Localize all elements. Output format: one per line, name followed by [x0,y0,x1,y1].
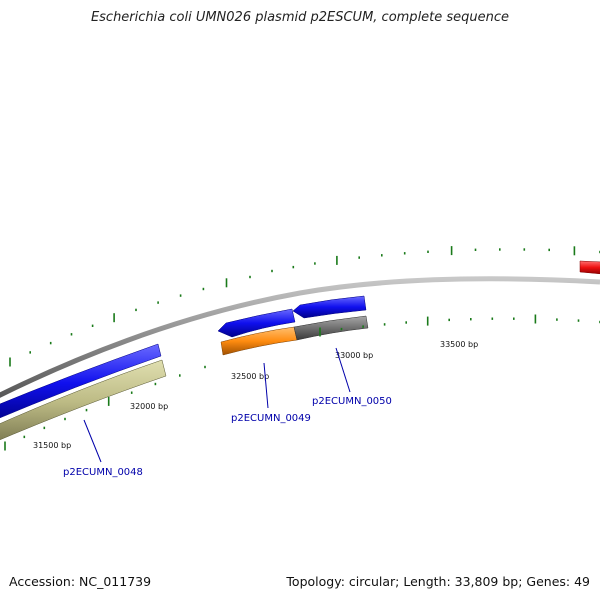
tick-label-32500: 32500 bp [231,372,269,381]
minor-tick [427,250,429,253]
minor-tick [556,318,558,321]
minor-tick [314,262,316,265]
major-tick [9,357,11,367]
inner-tick-ring [4,314,600,451]
minor-tick [513,317,515,320]
minor-tick [64,417,66,421]
minor-tick [405,321,407,324]
minor-tick [548,248,550,252]
major-tick [336,255,338,265]
minor-tick [470,318,472,321]
accession-text: Accession: NC_011739 [9,574,152,589]
minor-tick [362,325,364,328]
cds-arrow-0049-forward [217,308,296,338]
minor-tick [340,327,343,331]
leader-line-0049 [263,362,269,409]
leader-line-0050 [335,347,351,393]
minor-tick [91,324,94,327]
minor-tick [204,365,206,369]
minor-tick [135,308,137,312]
minor-tick [179,374,181,377]
leader-line-0048 [83,419,102,463]
tick-label-31500: 31500 bp [33,441,71,450]
map-title: Escherichia coli UMN026 plasmid p2ESCUM,… [90,10,510,25]
major-tick [4,441,6,451]
major-tick [450,246,453,256]
major-tick [225,278,228,288]
gene-label-0048[interactable]: p2ECUMN_0048 [63,467,143,478]
outer-tick-ring [9,246,600,367]
tick-label-33500: 33500 bp [440,340,478,349]
minor-tick [154,382,157,386]
topology-summary: Topology: circular; Length: 33,809 bp; G… [286,574,590,589]
minor-tick [292,265,295,269]
minor-tick [523,248,526,251]
tick-label-33000: 33000 bp [335,351,373,360]
minor-tick [43,426,46,430]
cds-arrow-0050-forward [292,295,367,319]
minor-tick [85,408,88,412]
major-tick [426,316,429,326]
minor-tick [474,248,477,251]
gene-label-0050[interactable]: p2ECUMN_0050 [312,396,392,407]
minor-tick [202,287,205,291]
minor-tick [70,333,73,336]
major-tick [534,314,537,324]
minor-tick [358,256,360,259]
major-tick [107,396,110,406]
gray-feature-0050 [293,315,369,341]
minor-tick [383,323,386,326]
minor-tick [403,252,406,255]
minor-tick [49,341,52,345]
major-tick [319,327,321,337]
minor-tick [577,319,580,322]
minor-tick [157,301,159,304]
major-tick [573,246,576,256]
minor-tick [29,351,31,354]
red-feature [579,260,600,275]
minor-tick [130,391,133,394]
minor-tick [271,269,273,273]
minor-tick [491,317,494,320]
minor-tick [448,318,450,322]
minor-tick [179,294,182,297]
plasmid-backbone [0,276,600,398]
minor-tick [249,275,251,279]
tick-label-32000: 32000 bp [130,402,168,411]
gene-label-0049[interactable]: p2ECUMN_0049 [231,413,311,424]
minor-tick [381,254,383,257]
cds-arrow-0048-forward [0,343,162,419]
major-tick [113,313,115,323]
minor-tick [23,435,26,439]
cds-0048-reverse [0,359,167,441]
minor-tick [499,248,501,251]
